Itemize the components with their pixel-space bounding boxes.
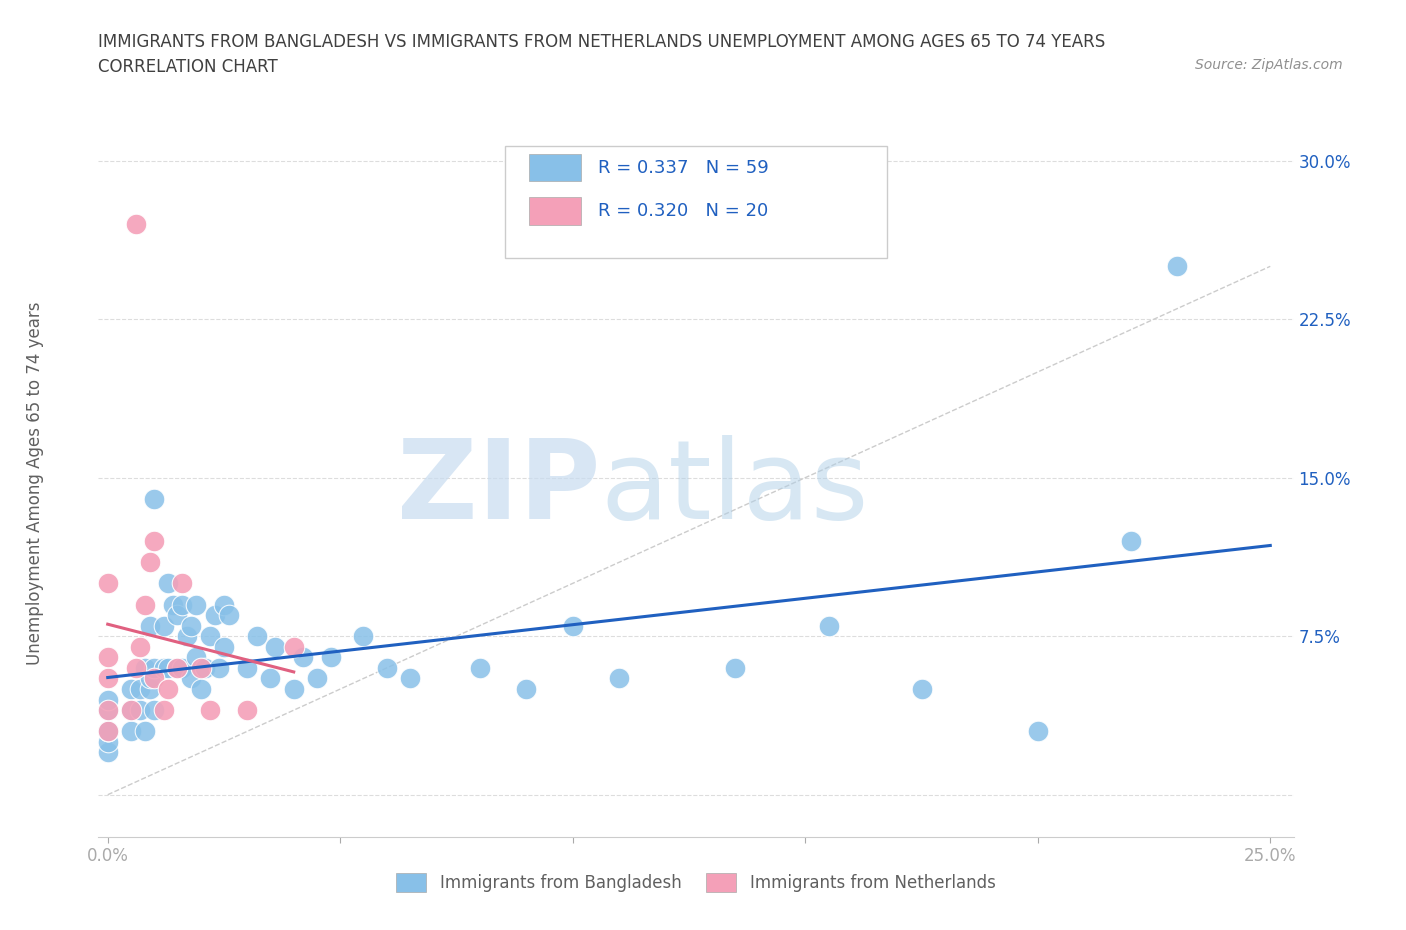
Text: ZIP: ZIP — [396, 434, 600, 542]
Point — [468, 660, 491, 675]
Point — [515, 682, 537, 697]
Point — [198, 703, 221, 718]
Point — [172, 576, 194, 591]
Point — [129, 682, 152, 697]
Text: atlas: atlas — [600, 434, 869, 542]
Point — [97, 735, 120, 750]
Point — [97, 724, 120, 738]
Point — [157, 682, 180, 697]
Point — [152, 660, 174, 675]
Point — [143, 703, 166, 718]
Point — [97, 724, 120, 738]
Point — [129, 639, 152, 654]
Point — [184, 650, 207, 665]
Point — [172, 660, 194, 675]
Point — [259, 671, 281, 686]
Point — [607, 671, 630, 686]
Text: Source: ZipAtlas.com: Source: ZipAtlas.com — [1195, 58, 1343, 72]
Point — [172, 597, 194, 612]
Text: IMMIGRANTS FROM BANGLADESH VS IMMIGRANTS FROM NETHERLANDS UNEMPLOYMENT AMONG AGE: IMMIGRANTS FROM BANGLADESH VS IMMIGRANTS… — [98, 33, 1105, 50]
Point — [134, 724, 156, 738]
Text: R = 0.337   N = 59: R = 0.337 N = 59 — [598, 159, 769, 177]
Point — [120, 724, 142, 738]
Point — [204, 607, 226, 622]
Text: Unemployment Among Ages 65 to 74 years: Unemployment Among Ages 65 to 74 years — [27, 302, 44, 665]
Point — [283, 682, 305, 697]
Point — [157, 576, 180, 591]
Point — [166, 607, 188, 622]
Point — [1119, 534, 1142, 549]
FancyBboxPatch shape — [529, 154, 581, 181]
Point — [134, 597, 156, 612]
Point — [134, 660, 156, 675]
Point — [166, 660, 188, 675]
Point — [319, 650, 342, 665]
Point — [180, 618, 202, 633]
Point — [283, 639, 305, 654]
Point — [198, 629, 221, 644]
Point — [561, 618, 583, 633]
Point — [138, 618, 160, 633]
Point — [138, 671, 160, 686]
Point — [143, 491, 166, 506]
Legend: Immigrants from Bangladesh, Immigrants from Netherlands: Immigrants from Bangladesh, Immigrants f… — [389, 866, 1002, 898]
Point — [218, 607, 240, 622]
Point — [143, 534, 166, 549]
FancyBboxPatch shape — [529, 197, 581, 225]
Point — [194, 660, 217, 675]
Point — [97, 745, 120, 760]
Point — [190, 660, 212, 675]
Point — [152, 618, 174, 633]
Text: R = 0.320   N = 20: R = 0.320 N = 20 — [598, 202, 768, 220]
Point — [97, 692, 120, 707]
Point — [143, 671, 166, 686]
Point — [208, 660, 231, 675]
Point — [190, 682, 212, 697]
Point — [124, 217, 146, 232]
Point — [166, 660, 188, 675]
Point — [124, 660, 146, 675]
Point — [184, 597, 207, 612]
Point — [292, 650, 315, 665]
Text: CORRELATION CHART: CORRELATION CHART — [98, 58, 278, 75]
Point — [97, 650, 120, 665]
FancyBboxPatch shape — [505, 147, 887, 259]
Point — [157, 660, 180, 675]
Point — [120, 703, 142, 718]
Point — [375, 660, 398, 675]
Point — [1166, 259, 1188, 273]
Point — [910, 682, 932, 697]
Point — [399, 671, 422, 686]
Point — [180, 671, 202, 686]
Point — [212, 639, 235, 654]
Point — [152, 703, 174, 718]
Point — [138, 682, 160, 697]
Point — [97, 671, 120, 686]
Point — [162, 597, 184, 612]
Point — [236, 660, 259, 675]
Point — [236, 703, 259, 718]
Point — [120, 703, 142, 718]
Point — [120, 682, 142, 697]
Point — [1026, 724, 1049, 738]
Point — [97, 576, 120, 591]
Point — [138, 555, 160, 570]
Point — [305, 671, 328, 686]
Point — [129, 703, 152, 718]
Point — [817, 618, 839, 633]
Point — [176, 629, 198, 644]
Point — [212, 597, 235, 612]
Point — [264, 639, 287, 654]
Point — [97, 724, 120, 738]
Point — [724, 660, 747, 675]
Point — [97, 703, 120, 718]
Point — [245, 629, 267, 644]
Point — [97, 703, 120, 718]
Point — [353, 629, 375, 644]
Point — [143, 660, 166, 675]
